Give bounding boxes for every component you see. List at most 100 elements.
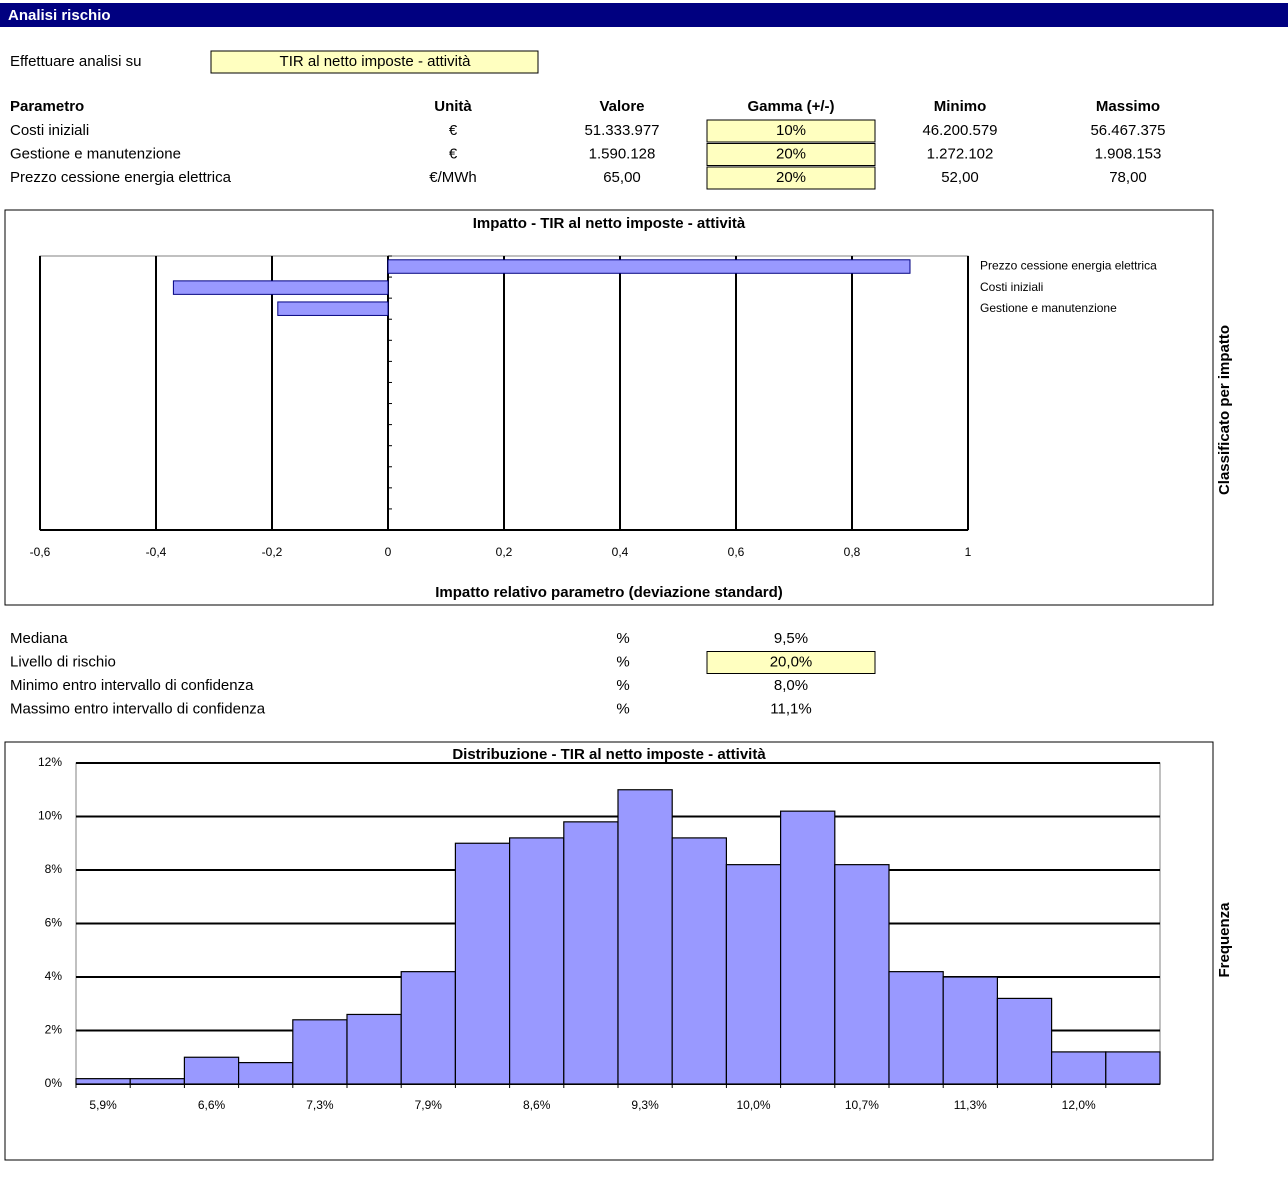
input-cell[interactable] (706, 143, 876, 166)
bar (129, 1078, 185, 1085)
y-tick-label: 2% (45, 1023, 63, 1037)
x-tick-label: 0,4 (612, 545, 629, 559)
bar (996, 997, 1053, 1085)
chart-frame (4, 741, 1214, 1161)
y-axis-title: Classificato per impatto (1216, 325, 1233, 495)
result-label: Minimo entro intervallo di confidenza (10, 677, 254, 694)
x-tick-label: -0,6 (30, 545, 51, 559)
y-tick-label: 12% (38, 755, 62, 769)
bar (563, 821, 619, 1085)
y-tick-label: 6% (45, 916, 63, 930)
bar (942, 976, 999, 1085)
x-tick-label: 11,3% (954, 1098, 987, 1112)
selector-label: Effettuare analisi su (10, 53, 141, 70)
bar (387, 259, 911, 274)
column-header: Massimo (1096, 98, 1160, 115)
x-tick-label: 0,8 (844, 545, 861, 559)
x-tick-label: 0,6 (728, 545, 745, 559)
table-cell: € (449, 122, 458, 139)
selector-box[interactable] (210, 50, 539, 74)
column-header: Gamma (+/-) (747, 98, 834, 115)
x-tick-label: 7,3% (306, 1098, 334, 1112)
input-cell[interactable] (706, 166, 876, 190)
result-value: 20,0% (770, 653, 813, 670)
category-label: Costi iniziali (980, 280, 1043, 294)
selector-value: TIR al netto imposte - attività (280, 53, 472, 70)
table-cell: Costi iniziali (10, 122, 89, 139)
bar (400, 971, 457, 1085)
column-header: Parametro (10, 98, 84, 115)
bar (292, 1019, 348, 1085)
result-label: Livello di rischio (10, 653, 116, 670)
result-value: 8,0% (774, 677, 808, 694)
x-tick-label: 10,0% (736, 1098, 770, 1112)
table-cell: 20% (776, 169, 806, 186)
chart-title: Distribuzione - TIR al netto imposte - a… (452, 746, 766, 763)
bar (183, 1056, 240, 1085)
x-tick-label: 9,3% (631, 1098, 659, 1112)
bar (779, 810, 836, 1085)
bar (1050, 1051, 1107, 1085)
result-value: 9,5% (774, 630, 808, 647)
result-unit: % (616, 677, 629, 694)
bar (1105, 1051, 1161, 1085)
table-cell: 52,00 (941, 169, 979, 186)
x-tick-label: 8,6% (523, 1098, 551, 1112)
x-tick-label: -0,2 (262, 545, 283, 559)
bar (238, 1061, 294, 1085)
x-tick-label: 0,2 (496, 545, 513, 559)
bar (888, 971, 944, 1085)
bar (671, 837, 728, 1085)
category-label: Gestione e manutenzione (980, 301, 1117, 315)
column-header: Unità (434, 98, 472, 115)
header-title: Analisi rischio (8, 7, 111, 24)
bar (277, 301, 389, 316)
input-cell[interactable] (706, 119, 876, 143)
table-cell: 65,00 (603, 169, 641, 186)
column-header: Valore (599, 98, 644, 115)
table-cell: €/MWh (429, 169, 477, 186)
y-tick-label: 4% (45, 969, 63, 983)
table-cell: 56.467.375 (1090, 122, 1165, 139)
x-tick-label: 5,9% (89, 1098, 117, 1112)
y-tick-label: 8% (45, 862, 63, 876)
x-tick-label: 1 (965, 545, 972, 559)
x-axis-title: Impatto relativo parametro (deviazione s… (435, 584, 783, 601)
chart-frame (4, 209, 1214, 606)
result-label: Mediana (10, 630, 68, 647)
table-cell: 46.200.579 (922, 122, 997, 139)
x-tick-label: -0,4 (146, 545, 167, 559)
x-tick-label: 10,7% (845, 1098, 879, 1112)
y-axis-title: Frequenza (1216, 902, 1233, 978)
table-cell: 10% (776, 122, 806, 139)
category-label: Prezzo cessione energia elettrica (980, 259, 1157, 273)
bar (834, 864, 890, 1085)
result-value: 11,1% (770, 700, 811, 717)
bar (454, 842, 511, 1085)
bar (346, 1013, 402, 1085)
bar (75, 1078, 131, 1085)
table-cell: 78,00 (1109, 169, 1147, 186)
result-unit: % (616, 653, 629, 670)
result-unit: % (616, 630, 629, 647)
chart-title: Impatto - TIR al netto imposte - attivit… (473, 215, 746, 232)
x-tick-label: 0 (385, 545, 392, 559)
bar (509, 837, 565, 1085)
result-label: Massimo entro intervallo di confidenza (10, 700, 266, 717)
table-cell: € (449, 145, 458, 162)
result-unit: % (616, 700, 629, 717)
input-cell[interactable] (706, 651, 876, 674)
x-tick-label: 6,6% (198, 1098, 226, 1112)
table-cell: 1.272.102 (927, 145, 994, 162)
table-cell: 1.908.153 (1095, 145, 1162, 162)
table-cell: 51.333.977 (584, 122, 659, 139)
table-cell: Gestione e manutenzione (10, 145, 181, 162)
bar (617, 789, 673, 1085)
table-cell: 20% (776, 145, 806, 162)
bar (725, 864, 782, 1085)
x-tick-label: 12,0% (1062, 1098, 1096, 1112)
table-cell: Prezzo cessione energia elettrica (10, 169, 232, 186)
y-tick-label: 0% (45, 1076, 63, 1090)
header-bar (0, 3, 1288, 27)
